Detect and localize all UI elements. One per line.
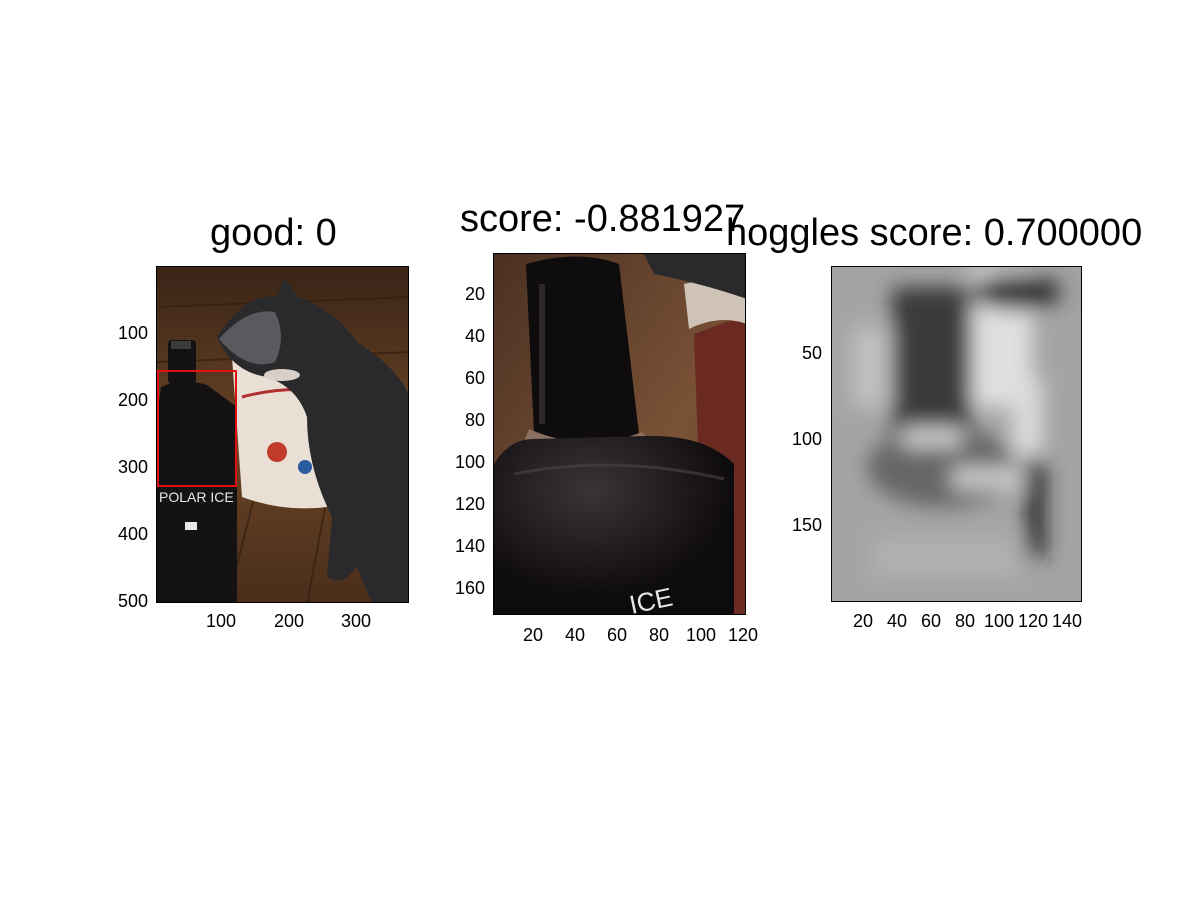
- panel1-title: good: 0: [210, 212, 337, 254]
- y-tick-label: 140: [454, 536, 485, 556]
- y-tick-label: 200: [117, 390, 148, 410]
- x-tick-label: 40: [886, 611, 908, 631]
- x-tick-label: 80: [954, 611, 976, 631]
- y-tick-label: 100: [791, 429, 822, 449]
- x-tick-label: 100: [205, 611, 237, 631]
- y-tick-label: 300: [117, 457, 148, 477]
- panel1-photo: POLAR ICE: [157, 267, 408, 602]
- panel2-title: score: -0.881927: [460, 198, 746, 240]
- panel3-hoggles-image: [832, 267, 1081, 601]
- x-tick-label: 200: [273, 611, 305, 631]
- y-tick-label: 100: [454, 452, 485, 472]
- y-tick-label: 150: [791, 515, 822, 535]
- y-tick-label: 40: [464, 326, 485, 346]
- x-tick-label: 60: [606, 625, 628, 645]
- x-tick-label: 120: [727, 625, 759, 645]
- y-tick-label: 160: [454, 578, 485, 598]
- x-tick-label: 40: [564, 625, 586, 645]
- x-tick-label: 140: [1051, 611, 1083, 631]
- y-tick-label: 80: [464, 410, 485, 430]
- panel3-title: hoggles score: 0.700000: [726, 212, 1143, 254]
- panel1-axes: POLAR ICE: [156, 266, 409, 603]
- x-tick-label: 300: [340, 611, 372, 631]
- y-tick-label: 50: [801, 343, 822, 363]
- x-tick-label: 100: [685, 625, 717, 645]
- x-tick-label: 20: [522, 625, 544, 645]
- y-tick-label: 500: [117, 591, 148, 611]
- photo-label: POLAR ICE: [159, 489, 234, 505]
- y-tick-label: 400: [117, 524, 148, 544]
- y-tick-label: 60: [464, 368, 485, 388]
- x-tick-label: 120: [1017, 611, 1049, 631]
- y-tick-label: 100: [117, 323, 148, 343]
- x-tick-label: 60: [920, 611, 942, 631]
- y-tick-label: 120: [454, 494, 485, 514]
- panel3-axes: [831, 266, 1082, 602]
- panel2-crop-image: ICE: [494, 254, 745, 614]
- panel2-axes: ICE: [493, 253, 746, 615]
- x-tick-label: 80: [648, 625, 670, 645]
- x-tick-label: 100: [983, 611, 1015, 631]
- y-tick-label: 20: [464, 284, 485, 304]
- detection-bbox: [157, 370, 237, 487]
- x-tick-label: 20: [852, 611, 874, 631]
